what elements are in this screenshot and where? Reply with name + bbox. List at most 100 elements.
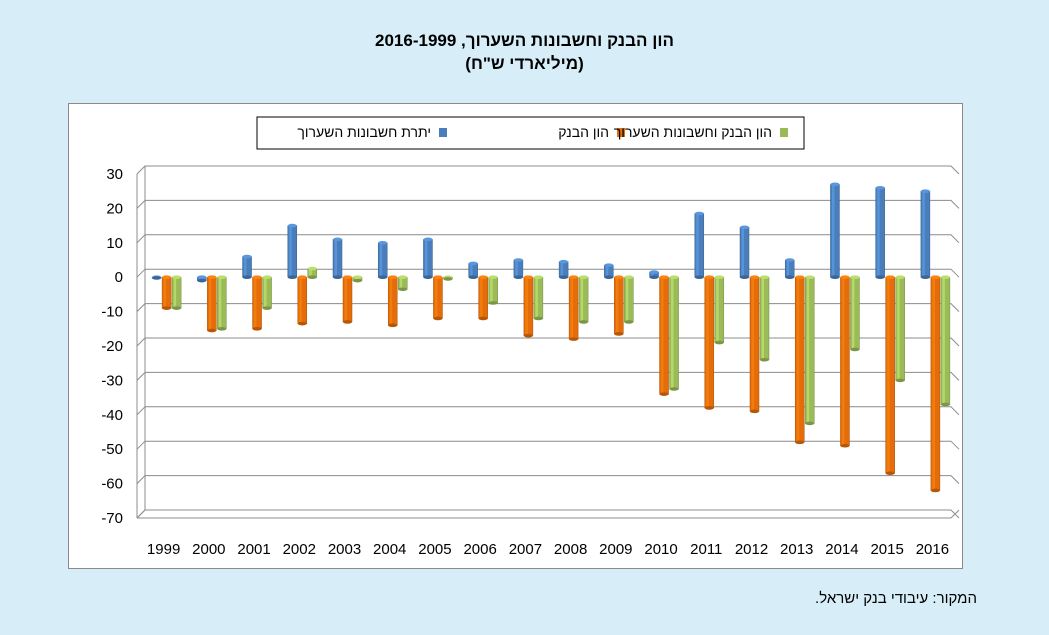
x-tick-label: 2012	[735, 541, 768, 558]
y-tick-label: -20	[101, 338, 123, 355]
bar-2009-series-2	[614, 275, 624, 336]
bar-2007-series-1	[513, 258, 524, 279]
source-note: המקור: עיבודי בנק ישראל.	[815, 590, 977, 607]
y-tick-label: -60	[101, 476, 123, 493]
bar-2006-series-2	[478, 275, 488, 321]
bar-2001-series-2	[252, 275, 262, 331]
legend-swatch	[780, 128, 788, 137]
bar-2007-series-2	[523, 275, 534, 338]
gridline	[136, 406, 960, 416]
bar-2010-series-1	[649, 270, 659, 279]
bar-2008-series-1	[558, 259, 569, 279]
y-tick-label: 20	[106, 200, 123, 217]
legend-label: יתרת חשבונות השערוך	[297, 124, 431, 140]
x-tick-label: 2005	[418, 541, 451, 558]
bar-2004-series-1	[377, 241, 388, 279]
bar-2016-series-3	[940, 275, 951, 407]
bar-2014-series-3	[850, 275, 860, 352]
x-tick-label: 2016	[916, 541, 949, 558]
bar-2012-series-2	[749, 275, 760, 414]
bar-2007-series-3	[533, 275, 544, 321]
gridline	[136, 475, 960, 484]
x-tick-label: 2011	[690, 541, 722, 558]
bar-2002-series-1	[287, 223, 298, 279]
x-tick-label: 2009	[599, 541, 632, 558]
gridline	[136, 234, 960, 244]
bar-2000-series-3	[217, 275, 227, 331]
bar-2013-series-3	[804, 275, 815, 426]
legend-label: הון הבנק וחשבונות השערוך	[614, 124, 772, 140]
x-tick-label: 2007	[509, 541, 542, 558]
bar-2016-series-2	[930, 275, 941, 493]
bar-2003-series-1	[332, 237, 343, 279]
gridline	[136, 268, 960, 278]
bar-2009-series-1	[604, 263, 614, 279]
legend: יתרת חשבונות השערוך הון הבנק הון הבנק וחשב…	[256, 116, 805, 150]
bar-2011-series-2	[704, 275, 715, 410]
x-tick-label: 2006	[463, 541, 496, 558]
bar-2005-series-3	[443, 275, 453, 281]
bar-2001-series-3	[262, 275, 272, 310]
x-tick-label: 2013	[780, 541, 813, 558]
bar-2014-series-1	[830, 182, 840, 279]
bar-2000-series-1	[197, 275, 207, 283]
bar-2014-series-2	[840, 275, 850, 448]
bar-2010-series-2	[659, 275, 669, 396]
bar-2012-series-1	[739, 225, 750, 279]
bar-2015-series-3	[895, 275, 905, 383]
bar-2016-series-1	[920, 189, 931, 279]
bar-2003-series-3	[352, 275, 363, 283]
bar-2012-series-3	[759, 275, 770, 362]
bar-2002-series-2	[297, 275, 308, 326]
bar-2004-series-3	[397, 275, 408, 292]
bar-2005-series-1	[423, 237, 433, 279]
bar-2009-series-3	[624, 275, 634, 324]
chart-panel: 30 20 10 0 -10 -20 -30 -40 -50 -60 -70 1999 2000 200…	[68, 103, 963, 569]
bar-2000-series-2	[207, 275, 217, 333]
x-tick-label: 2015	[870, 541, 903, 558]
y-axis: 30 20 10 0 -10 -20 -30 -40 -50 -60 -70	[101, 166, 123, 527]
x-tick-label: 2010	[644, 541, 677, 558]
legend-label: הון הבנק	[558, 124, 609, 140]
chart-subtitle: (מיליארדי ש"ח)	[465, 54, 584, 73]
y-tick-label: 30	[106, 166, 123, 183]
bar-2001-series-1	[242, 254, 252, 279]
y-tick-label: -10	[101, 304, 123, 321]
bar-2006-series-3	[488, 275, 498, 305]
x-tick-label: 2001	[237, 541, 270, 558]
bar-2004-series-2	[387, 275, 398, 328]
bar-1999-series-1	[151, 275, 162, 280]
bar-1999-series-2	[161, 275, 172, 310]
legend-box	[256, 116, 805, 150]
bar-2002-series-3	[307, 266, 318, 279]
bar-2003-series-2	[342, 275, 353, 324]
bars	[151, 182, 951, 493]
bar-2008-series-2	[568, 275, 579, 341]
x-tick-label: 2008	[554, 541, 587, 558]
bar-2005-series-2	[433, 275, 443, 321]
gridline	[136, 337, 960, 347]
bar-2010-series-3	[669, 275, 679, 391]
gridline	[136, 440, 960, 450]
y-tick-label: -30	[101, 372, 123, 389]
gridlines	[136, 165, 960, 519]
bar-2008-series-3	[578, 275, 589, 324]
legend-swatch	[617, 128, 625, 137]
y-tick-label: -50	[101, 441, 123, 458]
bar-2015-series-2	[885, 275, 895, 476]
y-tick-label: 0	[115, 269, 123, 286]
gridline	[136, 165, 960, 175]
x-tick-label: 2004	[373, 541, 406, 558]
gridline	[136, 371, 960, 381]
bar-2015-series-1	[875, 185, 885, 279]
y-tick-label: -70	[101, 510, 123, 527]
legend-swatch	[439, 128, 447, 137]
x-tick-label: 2003	[328, 541, 361, 558]
y-tick-label: -40	[101, 407, 123, 424]
bar-1999-series-3	[171, 275, 182, 310]
x-tick-label: 2002	[283, 541, 316, 558]
x-tick-label: 2014	[825, 541, 858, 558]
bar-2013-series-2	[794, 275, 805, 445]
bar-2006-series-1	[468, 261, 478, 279]
